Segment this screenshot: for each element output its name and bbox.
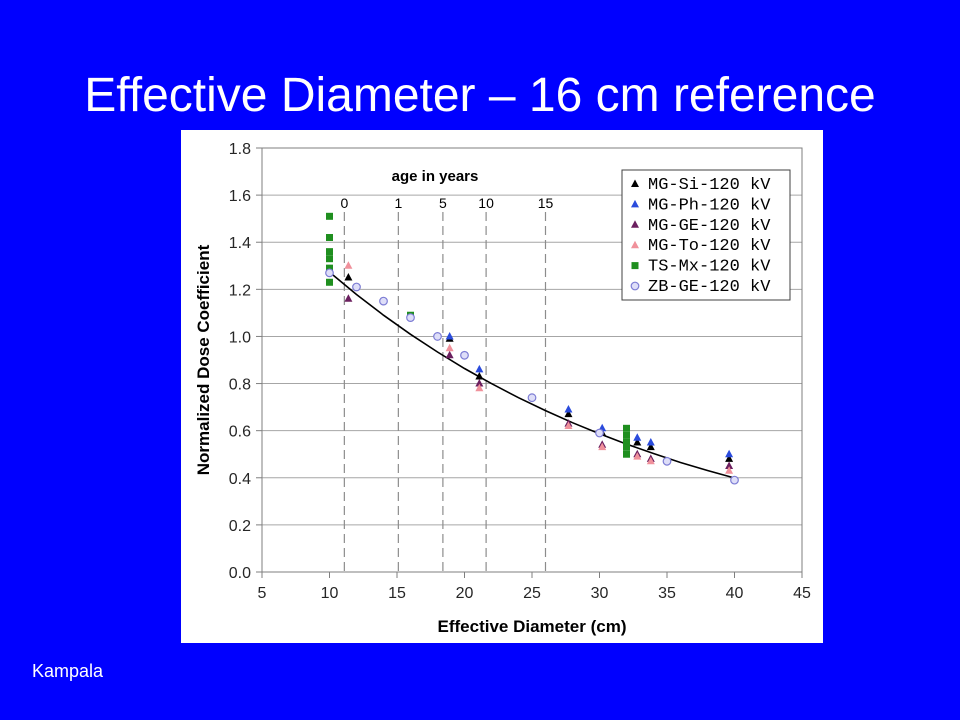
data-point-mg-ph-120-kv [445, 331, 454, 340]
chart: 0 1 5 10 15 0.00.20.40.60.81.01.21.41.61.85 1… [194, 141, 811, 636]
gridlines [262, 194, 802, 526]
data-point-ts-mx-120-kv [326, 212, 333, 220]
legend-marker-ts-mx-120-kv [631, 262, 639, 270]
data-point-mg-to-120-kv [598, 442, 607, 451]
y-tick-label: 1.0 [229, 329, 251, 346]
chart-panel: 0 1 5 10 15 0.0 0.2 0.4 0.6 0.8 1.0 1.2 1.4 1.6 1.8 5 1… [181, 130, 823, 643]
data-point-ts-mx-120-kv [623, 438, 630, 446]
data-point-mg-ge-120-kv [725, 461, 734, 469]
y-tick-label: 1.8 [229, 141, 251, 158]
legend-marker-mg-ph-120-kv [631, 199, 639, 208]
y-tick-label: 0.2 [229, 518, 251, 535]
data-point-mg-to-120-kv [344, 261, 353, 269]
data-point-mg-to-120-kv [646, 456, 655, 465]
x-tick-label: 15 [388, 585, 406, 602]
legend-label-mg-ph-120-kv: MG-Ph-120 kV [648, 196, 771, 215]
fit-curve [328, 271, 735, 479]
age-markers: 0 1 5 10 15 [340, 195, 553, 572]
data-point-zb-ge-120-kv [379, 296, 388, 306]
legend-label-zb-ge-120-kv: ZB-GE-120 kV [648, 278, 771, 297]
y-tick-label: 0.4 [229, 471, 251, 488]
data-point-ts-mx-120-kv [623, 443, 630, 451]
data-point-mg-si-120-kv [725, 454, 734, 462]
axis-ticks: 0.00.20.40.60.81.01.21.41.61.85 10 15 20 25 3… [229, 141, 811, 602]
x-tick-label: 5 [258, 585, 267, 602]
data-point-mg-to-120-kv [475, 383, 484, 392]
data-point-zb-ge-120-kv [527, 393, 537, 403]
y-tick-label: 1.2 [229, 282, 251, 299]
y-tick-label: 1.4 [229, 235, 251, 252]
data-points [325, 212, 739, 485]
y-tick-label: 0.0 [229, 565, 251, 582]
data-point-ts-mx-120-kv [326, 255, 333, 263]
data-point-zb-ge-120-kv [433, 332, 442, 341]
x-tick-label: 40 [726, 585, 744, 602]
legend-marker-mg-si-120-kv [631, 179, 639, 187]
x-tick-label: 30 [591, 585, 609, 602]
data-point-mg-ge-120-kv [445, 350, 454, 359]
age-marker-label: 0 [340, 195, 348, 211]
x-tick-label: 35 [658, 585, 676, 602]
data-point-mg-ph-120-kv [564, 404, 573, 413]
data-point-ts-mx-120-kv [326, 234, 333, 242]
y-tick-label: 1.6 [229, 188, 251, 205]
data-point-mg-ge-120-kv [475, 379, 484, 387]
x-tick-label: 10 [321, 585, 339, 602]
data-point-zb-ge-120-kv [730, 475, 739, 485]
y-axis-title: Normalized Dose Coefficient [194, 244, 213, 475]
legend-label-mg-si-120-kv: MG-Si-120 kV [648, 176, 771, 195]
data-point-mg-si-120-kv [646, 442, 655, 451]
age-marker-label: 1 [394, 195, 402, 211]
age-marker-label: 10 [478, 195, 494, 211]
legend-box [621, 169, 791, 301]
data-point-mg-ph-120-kv [646, 437, 655, 446]
x-tick-label: 25 [523, 585, 541, 602]
slide-footer: Kampala [32, 661, 104, 681]
data-point-ts-mx-120-kv [623, 424, 630, 432]
data-point-mg-si-120-kv [564, 409, 573, 418]
y-tick-label: 0.6 [229, 424, 251, 441]
x-axis-title: Effective Diameter (cm) [438, 617, 627, 636]
data-point-zb-ge-120-kv [460, 350, 469, 360]
data-point-zb-ge-120-kv [352, 282, 361, 292]
data-point-mg-ph-120-kv [633, 433, 642, 441]
data-point-zb-ge-120-kv [662, 456, 672, 466]
data-point-mg-si-120-kv [633, 437, 642, 446]
data-point-mg-ph-120-kv [475, 364, 484, 373]
x-tick-label: 20 [456, 585, 474, 602]
age-axis-title: age in years [392, 168, 479, 185]
data-point-mg-si-120-kv [344, 273, 353, 281]
legend-marker-zb-ge-120-kv [630, 281, 640, 291]
x-tick-label: 45 [793, 585, 811, 602]
fit-curve-layer [328, 271, 735, 479]
data-point-zb-ge-120-kv [325, 268, 334, 278]
data-point-zb-ge-120-kv [595, 428, 604, 438]
data-point-mg-ge-120-kv [344, 294, 353, 302]
data-point-ts-mx-120-kv [326, 248, 333, 256]
data-point-mg-to-120-kv [445, 343, 454, 352]
legend-marker-mg-ge-120-kv [631, 220, 639, 228]
data-point-ts-mx-120-kv [623, 431, 630, 439]
legend-label-ts-mx-120-kv: TS-Mx-120 kV [648, 258, 771, 277]
data-point-ts-mx-120-kv [326, 264, 333, 272]
data-point-zb-ge-120-kv [406, 313, 415, 323]
data-point-ts-mx-120-kv [326, 278, 333, 286]
legend-label-mg-to-120-kv: MG-To-120 kV [648, 237, 771, 256]
age-marker-label: 15 [538, 195, 554, 211]
data-point-ts-mx-120-kv [623, 450, 630, 458]
legend-marker-mg-to-120-kv [631, 240, 639, 249]
data-point-mg-to-120-kv [725, 466, 734, 474]
y-tick-label: 0.8 [229, 377, 251, 394]
data-point-mg-to-120-kv [564, 421, 573, 429]
data-point-mg-to-120-kv [633, 452, 642, 460]
slide-title: Effective Diameter – 16 cm reference [84, 69, 876, 122]
data-point-mg-si-120-kv [475, 371, 484, 380]
legend-label-mg-ge-120-kv: MG-GE-120 kV [648, 217, 771, 236]
data-point-mg-ph-120-kv [725, 449, 734, 458]
age-marker-label: 5 [439, 195, 447, 211]
